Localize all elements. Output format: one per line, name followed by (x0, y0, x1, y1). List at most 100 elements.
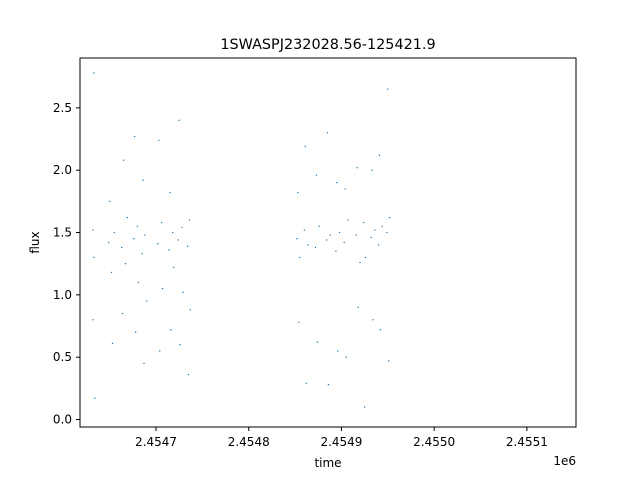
data-point (357, 306, 359, 309)
y-tick-label: 2.0 (53, 163, 72, 177)
data-point (161, 287, 164, 290)
data-point (169, 191, 171, 194)
x-tick-label: 2.4549 (320, 435, 362, 449)
data-point (345, 356, 347, 358)
data-point (315, 174, 318, 176)
data-point (142, 179, 144, 181)
x-tick-label: 2.4547 (135, 435, 177, 449)
data-point (318, 225, 320, 227)
data-point (178, 119, 180, 122)
scatter-points (92, 72, 391, 408)
data-point (304, 145, 306, 148)
data-point (189, 309, 192, 311)
data-point (326, 132, 329, 134)
data-point (377, 244, 380, 246)
data-point (126, 216, 128, 219)
data-point (124, 262, 127, 265)
data-point (372, 319, 374, 321)
data-point (146, 300, 148, 302)
data-point (305, 382, 307, 385)
data-point (359, 261, 361, 264)
data-point (325, 239, 328, 241)
data-point (136, 225, 139, 227)
data-point (363, 406, 366, 408)
data-point (296, 238, 298, 240)
y-tick-label: 1.0 (53, 288, 72, 302)
data-point (133, 238, 135, 240)
data-point (378, 154, 381, 156)
data-point (379, 329, 382, 331)
data-point (158, 139, 160, 141)
data-point (356, 167, 358, 169)
data-point (335, 250, 337, 252)
data-point (172, 266, 175, 269)
data-point (141, 253, 143, 255)
y-axis: 0.0 0.5 1.0 1.5 2.0 2.5 (53, 101, 80, 427)
data-point (362, 221, 365, 224)
data-point (134, 331, 137, 333)
y-tick-label: 0.5 (53, 350, 72, 364)
data-point (177, 239, 179, 241)
y-tick-label: 0.0 (53, 413, 72, 427)
data-point (122, 159, 125, 161)
data-point (137, 281, 140, 284)
x-axis-offset-label: 1e6 (553, 454, 576, 468)
data-point (108, 241, 110, 244)
x-tick-label: 2.4548 (228, 435, 270, 449)
data-point (113, 231, 116, 234)
data-point (186, 245, 189, 247)
y-tick-label: 1.5 (53, 226, 72, 240)
plot-frame (79, 57, 577, 428)
data-point (134, 135, 136, 138)
data-point (344, 188, 346, 190)
x-axis: 2.4547 2.4548 2.4549 2.4550 2.4551 (135, 427, 548, 449)
data-point (188, 219, 191, 221)
data-point (336, 181, 338, 184)
data-point (337, 350, 339, 352)
data-point (170, 329, 172, 331)
x-axis-label: time (314, 456, 341, 470)
x-tick-label: 2.4551 (506, 435, 548, 449)
data-point (92, 229, 94, 231)
data-point (381, 225, 383, 227)
y-tick-label: 2.5 (53, 101, 72, 115)
data-point (388, 360, 390, 362)
data-point (94, 397, 96, 400)
data-point (157, 243, 159, 245)
data-point (347, 219, 349, 221)
data-point (110, 271, 113, 274)
data-point (314, 246, 317, 249)
data-point (374, 229, 376, 231)
data-point (111, 342, 114, 345)
data-point (387, 88, 389, 90)
data-point (388, 216, 391, 219)
data-point (355, 234, 357, 236)
data-point (168, 249, 170, 251)
data-point (364, 256, 367, 259)
data-point (298, 321, 300, 323)
data-point (159, 350, 161, 352)
data-point (160, 221, 163, 224)
data-point (182, 291, 184, 294)
data-point (144, 234, 146, 236)
data-point (121, 246, 123, 249)
data-point (108, 200, 111, 203)
data-point (343, 241, 345, 244)
data-point (299, 256, 301, 259)
chart-title: 1SWASPJ232028.56-125421.9 (220, 37, 435, 53)
y-axis-label: flux (28, 231, 42, 253)
data-point (303, 229, 306, 231)
data-point (327, 383, 330, 386)
data-point (121, 312, 124, 315)
data-point (181, 226, 183, 229)
data-point (297, 191, 299, 194)
data-point (316, 341, 319, 343)
data-point (143, 362, 145, 365)
data-point (93, 72, 95, 74)
data-point (370, 236, 372, 239)
data-point (92, 319, 94, 321)
data-point (338, 231, 341, 234)
data-point (307, 244, 309, 246)
